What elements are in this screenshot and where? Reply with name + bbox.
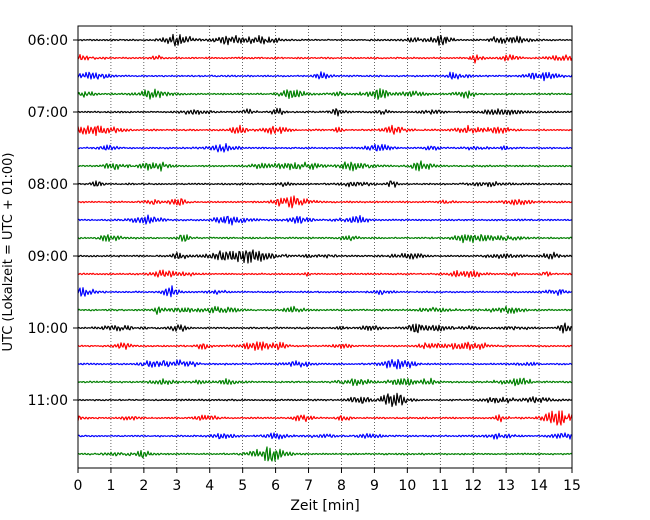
- y-tick-label: 07:00: [28, 105, 68, 121]
- trace-07:30: [77, 143, 573, 153]
- trace-10:15: [77, 341, 573, 351]
- x-tick-label: 7: [304, 478, 313, 494]
- y-tick-label: 11:00: [28, 393, 68, 409]
- x-tick-label: 6: [271, 478, 280, 494]
- x-tick-label: 4: [205, 478, 214, 494]
- x-tick-label: 5: [238, 478, 247, 494]
- trace-08:45: [77, 234, 573, 244]
- trace-06:00: [77, 33, 573, 47]
- trace-07:00: [77, 107, 573, 117]
- trace-08:00: [77, 180, 573, 188]
- x-tick-label: 0: [74, 478, 83, 494]
- x-tick-label: 2: [139, 478, 148, 494]
- y-tick-label: 06:00: [28, 33, 68, 49]
- y-tick-label: 09:00: [28, 249, 68, 265]
- trace-08:30: [77, 214, 573, 226]
- grid-lines: [110, 26, 540, 468]
- trace-07:15: [77, 124, 573, 136]
- y-axis-ticks: 06:00 07:00 08:00 09:00 10:00 11:00: [28, 33, 78, 409]
- x-tick-label: 13: [497, 478, 515, 494]
- x-axis-ticks: 0 1 2 3 4 5 6 7 8 9 10 11 12 13 14 15: [74, 468, 581, 494]
- trace-06:15: [77, 54, 573, 64]
- trace-08:15: [77, 195, 573, 209]
- x-tick-label: 12: [464, 478, 482, 494]
- trace-11:30: [77, 432, 573, 440]
- plot-frame: [77, 25, 573, 469]
- x-tick-label: 14: [530, 478, 548, 494]
- trace-11:45: [77, 446, 573, 462]
- x-tick-label: 3: [172, 478, 181, 494]
- x-tick-label: 15: [563, 478, 581, 494]
- x-tick-label: 10: [398, 478, 416, 494]
- x-tick-label: 1: [106, 478, 115, 494]
- x-tick-label: 11: [431, 478, 449, 494]
- trace-09:45: [77, 305, 573, 315]
- trace-07:45: [77, 160, 573, 172]
- y-axis-title: UTC (Lokalzeit = UTC + 01:00): [1, 153, 16, 352]
- y-tick-label: 08:00: [28, 177, 68, 193]
- trace-09:15: [77, 269, 573, 278]
- trace-10:30: [77, 359, 573, 370]
- x-tick-label: 9: [370, 478, 379, 494]
- trace-06:45: [77, 88, 573, 100]
- x-tick-label: 8: [337, 478, 346, 494]
- trace-10:45: [77, 377, 573, 387]
- trace-06:30: [77, 71, 573, 82]
- x-axis-title: Zeit [min]: [290, 498, 359, 514]
- y-tick-label: 10:00: [28, 321, 68, 337]
- trace-11:15: [77, 410, 573, 426]
- seismic-traces: [77, 33, 573, 462]
- trace-09:30: [77, 285, 573, 298]
- trace-09:00: [77, 249, 573, 264]
- trace-11:00: [77, 392, 573, 408]
- trace-10:00: [77, 322, 573, 334]
